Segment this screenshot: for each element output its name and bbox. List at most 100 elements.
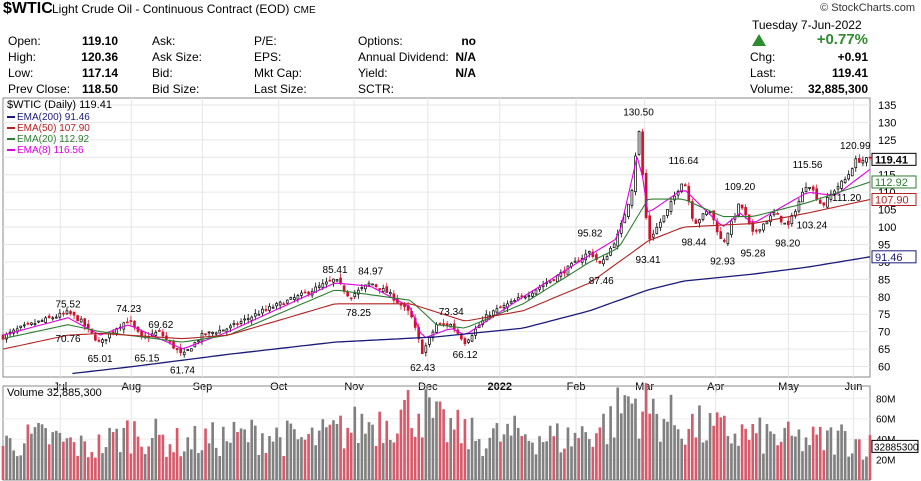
- candle-body: [531, 292, 534, 297]
- candle-body: [293, 297, 296, 300]
- candle-body: [69, 311, 72, 315]
- volume-bar: [541, 442, 545, 480]
- volume-bar: [307, 433, 310, 480]
- price-tag-label: 119.41: [875, 154, 908, 166]
- candle-body: [786, 220, 790, 226]
- price-annotation: 61.74: [170, 365, 195, 376]
- candle-body: [328, 279, 332, 282]
- price-annotation: 62.43: [410, 363, 435, 374]
- candle-body: [261, 308, 264, 314]
- candle-body: [83, 318, 87, 327]
- candle-body: [37, 320, 40, 323]
- candle-body: [79, 318, 83, 323]
- candle-body: [818, 199, 822, 204]
- candle-body: [420, 339, 424, 354]
- label-high: High:: [8, 50, 37, 64]
- volume-bar: [300, 437, 303, 480]
- candle-body: [634, 155, 637, 192]
- candle-body: [246, 318, 250, 320]
- volume-bar: [481, 455, 485, 480]
- label-options: Options:: [358, 34, 403, 48]
- ema-line: [2, 198, 871, 350]
- candle-body: [794, 211, 797, 217]
- candle-body: [669, 201, 673, 212]
- volume-bar: [744, 428, 747, 480]
- volume-bar: [211, 422, 214, 480]
- volume-bar: [833, 454, 836, 480]
- price-annotation: 66.12: [453, 350, 478, 361]
- candle-body: [15, 328, 19, 333]
- volume-bar: [179, 456, 182, 480]
- volume-bar: [5, 435, 8, 480]
- candle-body: [346, 291, 349, 297]
- volume-bar: [293, 429, 296, 480]
- y-tick-label: 85: [878, 274, 890, 286]
- up-arrow-icon: [752, 34, 766, 46]
- volume-bar: [349, 432, 353, 480]
- volume-bar: [58, 432, 62, 480]
- volume-tag-box: [871, 439, 919, 453]
- volume-bar: [449, 418, 453, 480]
- candle-body: [566, 265, 570, 276]
- volume-bar: [229, 442, 232, 480]
- volume-bar: [15, 456, 19, 480]
- volume-bar: [587, 439, 591, 480]
- candle-body: [218, 329, 222, 334]
- volume-bar: [26, 424, 30, 480]
- volume-bar: [200, 450, 204, 480]
- volume-bar: [858, 439, 861, 480]
- candle-body: [278, 301, 282, 306]
- volume-bar: [232, 421, 236, 480]
- candle-body: [332, 278, 335, 283]
- price-tag: 119.41: [871, 152, 917, 166]
- symbol-title: $WTIC: [3, 0, 53, 17]
- volume-bar: [516, 427, 520, 480]
- volume-bar: [253, 425, 257, 480]
- candle-body: [495, 308, 499, 313]
- candle-body: [740, 204, 744, 209]
- volume-bar: [22, 443, 26, 480]
- candle-body: [378, 288, 381, 291]
- volume-bar: [246, 442, 250, 480]
- price-tag-box: [871, 152, 917, 166]
- volume-bar: [502, 434, 506, 480]
- candle-body: [307, 291, 310, 295]
- price-annotation: 65.01: [88, 354, 113, 365]
- volume-bar: [150, 437, 154, 480]
- label-ask: Ask:: [152, 34, 176, 48]
- candle-body: [840, 180, 843, 189]
- volume-bar: [566, 427, 570, 480]
- volume-bar: [559, 452, 563, 480]
- volume-bar: [552, 436, 556, 480]
- candle-body: [719, 231, 723, 240]
- candle-body: [239, 321, 243, 324]
- volume-bar: [492, 428, 495, 480]
- volume-bar: [51, 432, 55, 480]
- candle-body: [587, 251, 591, 254]
- volume-bar: [829, 427, 833, 480]
- volume-bar: [136, 436, 140, 480]
- candle-body: [651, 233, 655, 238]
- volume-bar: [339, 415, 342, 480]
- candle-body: [349, 297, 353, 300]
- candle-body: [197, 340, 200, 343]
- volume-bar: [783, 427, 787, 480]
- volume-bar: [392, 442, 396, 480]
- volume-bar: [595, 433, 598, 480]
- candle-body: [865, 157, 868, 163]
- volume-bar: [385, 420, 389, 480]
- candle-body: [76, 315, 79, 322]
- candle-body: [325, 281, 328, 285]
- candle-body: [829, 193, 833, 200]
- volume-bar: [861, 459, 865, 480]
- candle-body: [524, 296, 527, 299]
- candle-body: [47, 315, 51, 319]
- candle-body: [662, 215, 666, 223]
- volume-bar: [104, 447, 108, 480]
- candle-body: [730, 220, 733, 235]
- candle-body: [51, 317, 55, 320]
- volume-bar: [591, 446, 595, 480]
- candle-body: [40, 320, 44, 322]
- volume-bar: [836, 430, 840, 480]
- volume-bar: [69, 437, 72, 480]
